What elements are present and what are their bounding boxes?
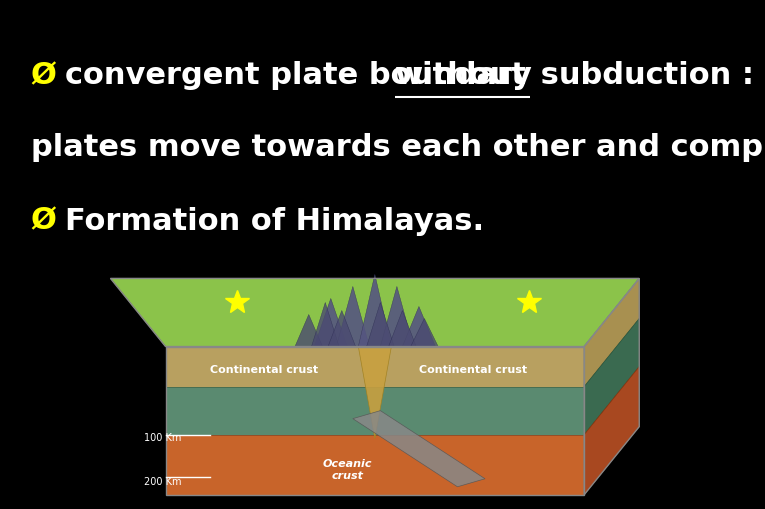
Polygon shape — [584, 367, 640, 495]
Polygon shape — [584, 279, 640, 387]
Text: Continental crust: Continental crust — [210, 364, 317, 374]
Text: 200 Km: 200 Km — [144, 476, 181, 486]
Polygon shape — [358, 275, 392, 347]
Text: without: without — [395, 61, 527, 90]
Text: convergent plate boundary: convergent plate boundary — [65, 61, 542, 90]
Polygon shape — [165, 435, 584, 495]
Polygon shape — [353, 411, 485, 487]
Text: Oceanic
crust: Oceanic crust — [323, 458, 372, 479]
Polygon shape — [165, 387, 584, 435]
Polygon shape — [411, 319, 438, 347]
Polygon shape — [358, 347, 392, 439]
Text: subduction :: subduction : — [530, 61, 754, 90]
Text: Formation of Himalayas.: Formation of Himalayas. — [65, 206, 484, 235]
Polygon shape — [314, 299, 347, 347]
Polygon shape — [328, 311, 356, 347]
Polygon shape — [584, 279, 640, 347]
Text: 100 Km: 100 Km — [144, 432, 181, 442]
Polygon shape — [389, 311, 416, 347]
Polygon shape — [366, 303, 394, 347]
Polygon shape — [337, 287, 369, 347]
Text: Continental crust: Continental crust — [419, 364, 527, 374]
Polygon shape — [165, 347, 584, 387]
Polygon shape — [380, 287, 413, 347]
Text: Ø: Ø — [31, 61, 57, 90]
Polygon shape — [295, 315, 323, 347]
Polygon shape — [110, 279, 640, 347]
Polygon shape — [402, 307, 435, 347]
Polygon shape — [311, 303, 339, 347]
Polygon shape — [584, 319, 640, 435]
Text: plates move towards each other and compress.: plates move towards each other and compr… — [31, 132, 765, 161]
Text: Ø: Ø — [31, 206, 57, 235]
